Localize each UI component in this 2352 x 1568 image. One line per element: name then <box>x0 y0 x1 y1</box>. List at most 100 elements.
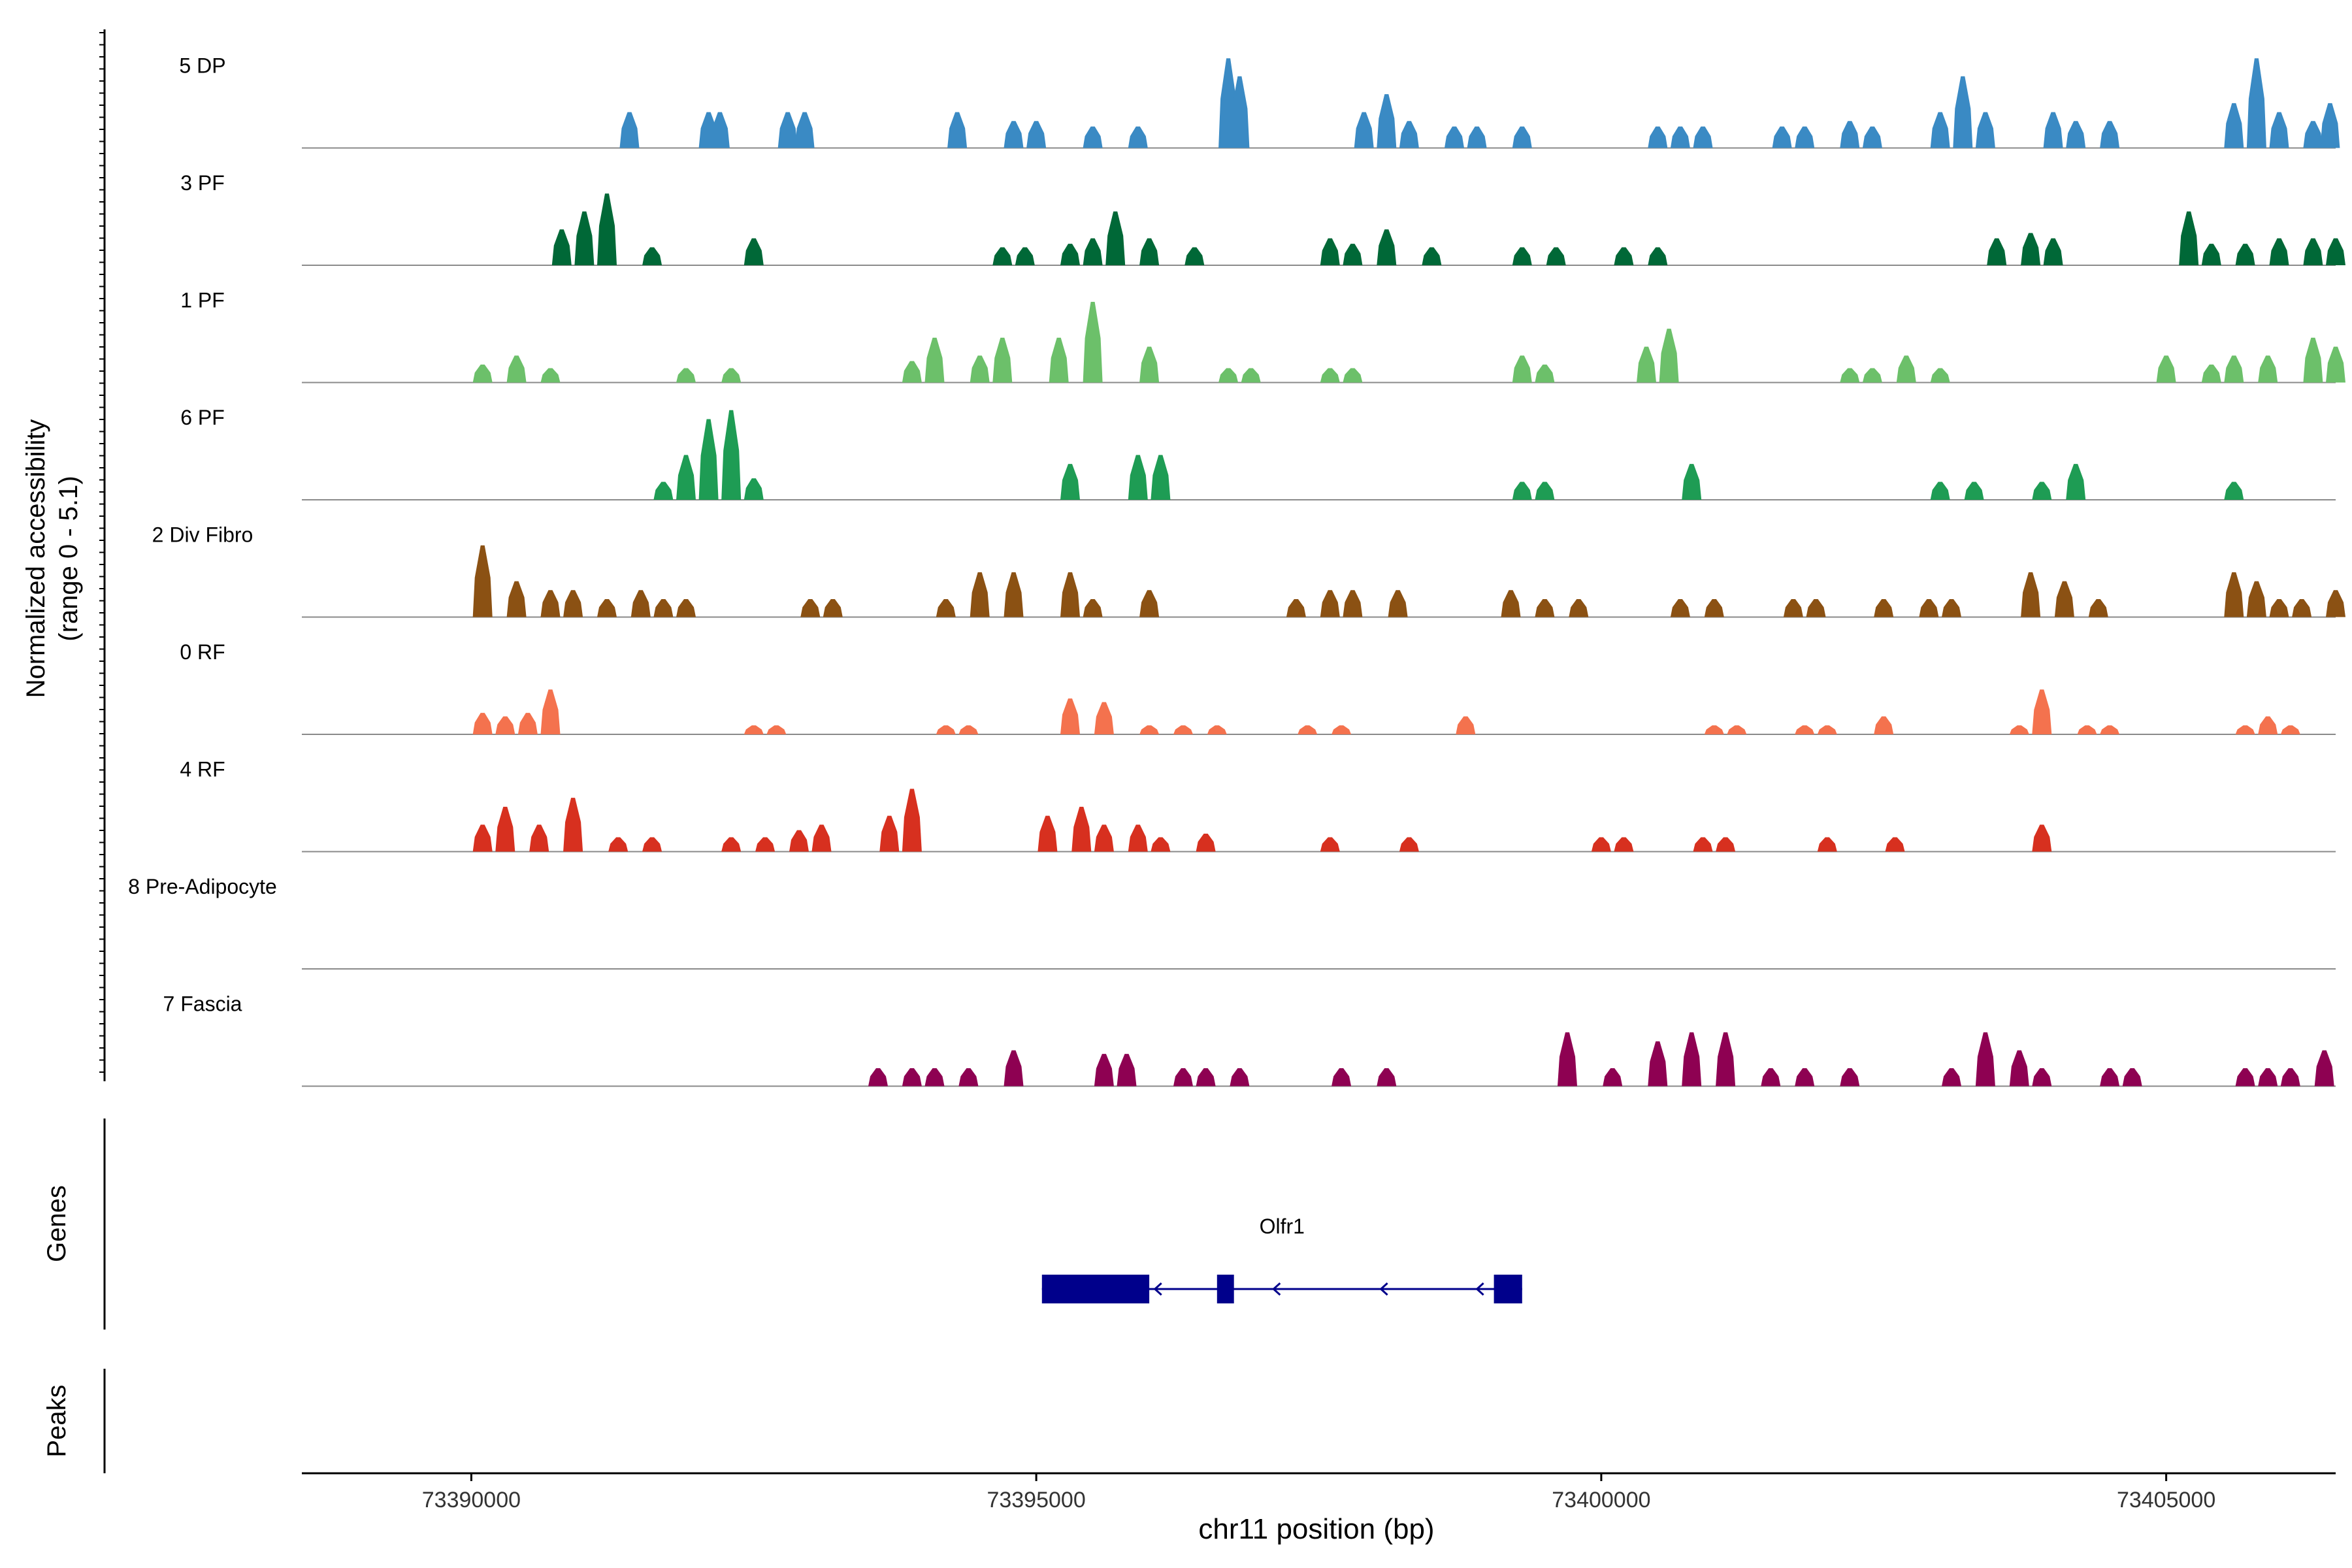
coverage-peak <box>2021 572 2041 617</box>
coverage-peak <box>1331 1068 1352 1086</box>
coverage-peak <box>1298 725 1318 734</box>
coverage-peak <box>1128 455 1148 500</box>
coverage-peak <box>1942 599 1961 617</box>
coverage-peak <box>2246 581 2266 617</box>
coverage-peak <box>551 229 572 265</box>
coverage-peak <box>1105 211 1126 265</box>
x-tick-label: 73395000 <box>987 1488 1085 1512</box>
track-5-dp: 5 DP <box>179 54 2340 149</box>
coverage-peak <box>1670 126 1690 148</box>
coverage-peak <box>1422 247 1442 265</box>
x-axis-label: chr11 position (bp) <box>1198 1513 1434 1545</box>
coverage-peak <box>1874 716 1894 734</box>
x-tick-label: 73390000 <box>422 1488 521 1512</box>
gene-exon <box>1041 1275 1150 1303</box>
coverage-peak <box>1716 1032 1736 1086</box>
coverage-peak <box>1173 725 1193 734</box>
coverage-peak <box>1535 365 1555 383</box>
coverage-peak <box>2088 599 2108 617</box>
coverage-peak <box>924 1068 945 1086</box>
coverage-peak <box>1987 238 2007 265</box>
coverage-peak <box>1071 806 1092 852</box>
x-axis-ticks: 73390000 73395000 73400000 73405000 <box>422 1473 2215 1512</box>
coverage-peak <box>2258 716 2278 734</box>
coverage-peak <box>2009 725 2029 734</box>
coverage-peak <box>2235 244 2255 265</box>
coverage-peak <box>563 590 583 617</box>
coverage-peak <box>1139 725 1160 734</box>
coverage-peak <box>902 789 922 852</box>
coverage-peak <box>1637 346 1656 383</box>
coverage-peak <box>1693 837 1713 852</box>
track-label: 2 Div Fibro <box>152 523 253 547</box>
coverage-peak <box>1320 590 1340 617</box>
coverage-peak <box>1727 725 1747 734</box>
coverage-peak <box>1682 1032 1702 1086</box>
track-label: 1 PF <box>180 289 225 312</box>
coverage-peak <box>721 368 742 383</box>
coverage-peak <box>653 482 674 500</box>
coverage-peak <box>2258 355 2278 383</box>
coverage-peak <box>1139 346 1160 383</box>
coverage-peak <box>2100 121 2120 148</box>
coverage-peak <box>1761 1068 1781 1086</box>
coverage-peak <box>924 337 945 383</box>
coverage-peak <box>1795 1068 1815 1086</box>
coverage-peak <box>2032 689 2052 734</box>
gene-exon <box>1494 1275 1522 1303</box>
coverage-peak <box>1015 247 1035 265</box>
coverage-peak <box>1184 247 1205 265</box>
coverage-peak <box>1004 572 1024 617</box>
coverage-peak <box>1377 229 1397 265</box>
coverage-peak <box>1117 1054 1137 1086</box>
coverage-peak <box>743 478 764 500</box>
coverage-peak <box>936 599 956 617</box>
track-1-pf: 1 PF <box>180 289 2345 384</box>
coverage-peak <box>1083 599 1103 617</box>
coverage-peak <box>1343 590 1363 617</box>
coverage-peak <box>1704 599 1724 617</box>
coverage-peak <box>1094 825 1114 852</box>
strand-arrow <box>1153 1282 1162 1296</box>
x-tick-label: 73400000 <box>1552 1488 1650 1512</box>
coverage-peak <box>597 193 617 265</box>
gene-exon <box>1217 1275 1234 1303</box>
coverage-tracks: 5 DP 3 PF 1 PF 6 PF 2 Div Fibro 0 RF 4 RF 8 Pre… <box>128 54 2345 1087</box>
coverage-peak <box>1094 1054 1114 1086</box>
coverage-peak <box>676 455 696 500</box>
coverage-peak <box>1648 1041 1668 1086</box>
coverage-peak <box>721 410 742 500</box>
coverage-peak <box>1806 599 1826 617</box>
track-label: 4 RF <box>180 758 225 781</box>
coverage-peak <box>2009 1050 2029 1086</box>
coverage-peak <box>472 825 493 852</box>
coverage-peak <box>1930 368 1950 383</box>
coverage-peak <box>1399 837 1419 852</box>
coverage-peak <box>1218 368 1239 383</box>
coverage-peak <box>1614 247 1634 265</box>
coverage-peak <box>1060 572 1080 617</box>
coverage-peak <box>597 599 617 617</box>
coverage-peak <box>868 1068 888 1086</box>
coverage-peak <box>2077 725 2097 734</box>
coverage-peak <box>1817 725 1837 734</box>
coverage-peak <box>1173 1068 1193 1086</box>
coverage-peak <box>1704 725 1724 734</box>
coverage-peak <box>2156 355 2176 383</box>
coverage-peak <box>642 837 662 852</box>
coverage-peak <box>1896 355 1916 383</box>
coverage-peak <box>1501 590 1521 617</box>
coverage-peak <box>1151 455 1171 500</box>
coverage-peak <box>1004 1050 1024 1086</box>
gene-annotation: Olfr1 <box>1041 1215 1522 1303</box>
track-label: 6 PF <box>180 406 225 429</box>
coverage-peak <box>1241 368 1261 383</box>
coverage-peak <box>472 365 493 383</box>
coverage-peak <box>540 590 561 617</box>
coverage-peak <box>1558 1032 1577 1086</box>
coverage-peak <box>1964 482 1984 500</box>
coverage-peak <box>1456 716 1476 734</box>
coverage-peak <box>2032 482 2052 500</box>
coverage-peak <box>2292 599 2312 617</box>
